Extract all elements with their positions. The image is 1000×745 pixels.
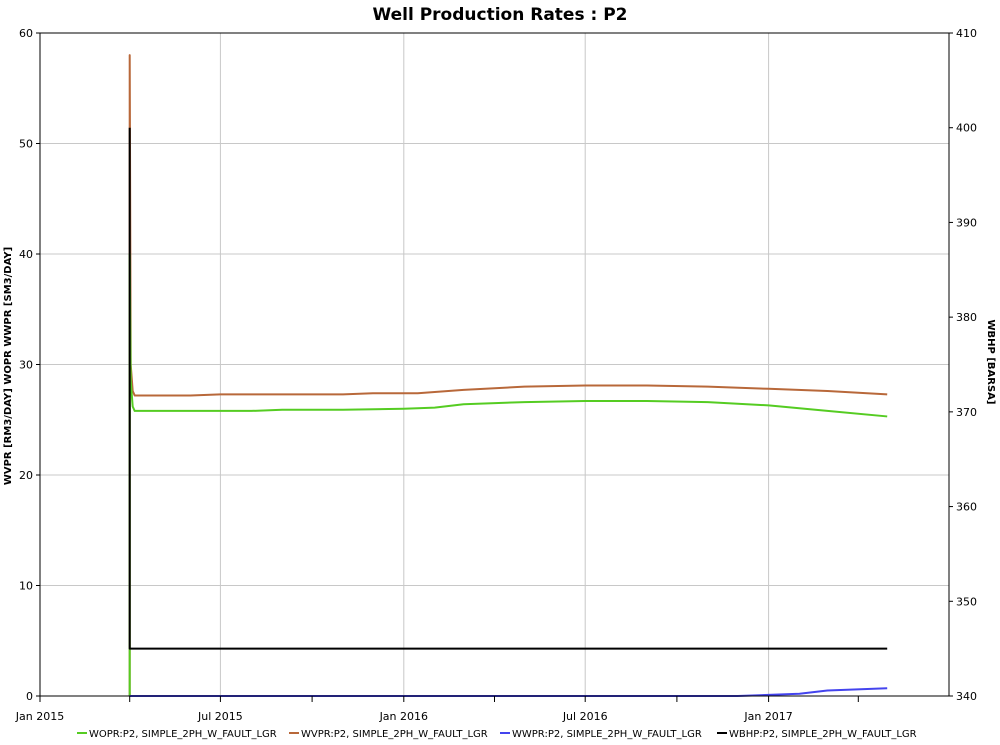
grid-lines (40, 33, 949, 696)
legend-entry: WWPR:P2, SIMPLE_2PH_W_FAULT_LGR (512, 729, 702, 740)
axes: 0 10 20 30 40 50 60 340 350 360 370 380 390 400 410 Jan… (15, 27, 977, 723)
left-tick-label: 60 (19, 27, 33, 40)
legend-entry: WOPR:P2, SIMPLE_2PH_W_FAULT_LGR (89, 729, 277, 740)
series-line (128, 54, 888, 696)
left-axis-label: WVPR [RM3/DAY] WOPR WWPR [SM3/DAY] (3, 247, 14, 485)
legend: WOPR:P2, SIMPLE_2PH_W_FAULT_LGR WVPR:P2, … (77, 729, 917, 740)
left-tick-label: 30 (19, 359, 33, 372)
series-line (128, 127, 888, 650)
right-tick-label: 350 (956, 595, 977, 608)
legend-entry: WBHP:P2, SIMPLE_2PH_W_FAULT_LGR (729, 729, 917, 740)
right-tick-label: 410 (956, 27, 977, 40)
left-tick-label: 10 (19, 580, 33, 593)
series-layer (128, 54, 888, 697)
left-tick-label: 20 (19, 469, 33, 482)
right-tick-label: 400 (956, 122, 977, 135)
right-tick-label: 390 (956, 216, 977, 229)
x-tick-label: Jan 2016 (379, 710, 428, 723)
series-line (129, 687, 888, 697)
left-tick-label: 0 (26, 690, 33, 703)
right-tick-label: 360 (956, 501, 977, 514)
x-tick-label: Jan 2015 (15, 710, 64, 723)
legend-entry: WVPR:P2, SIMPLE_2PH_W_FAULT_LGR (301, 729, 488, 740)
x-tick-label: Jul 2015 (197, 710, 243, 723)
chart-title: Well Production Rates : P2 (372, 5, 627, 25)
right-tick-label: 370 (956, 406, 977, 419)
right-axis-label: WBHP [BARSA] (985, 320, 996, 405)
x-tick-label: Jul 2016 (562, 710, 608, 723)
x-tick-label: Jan 2017 (743, 710, 792, 723)
right-tick-label: 340 (956, 690, 977, 703)
left-tick-label: 40 (19, 248, 33, 261)
right-tick-label: 380 (956, 311, 977, 324)
left-tick-label: 50 (19, 138, 33, 151)
series-line (128, 253, 888, 696)
